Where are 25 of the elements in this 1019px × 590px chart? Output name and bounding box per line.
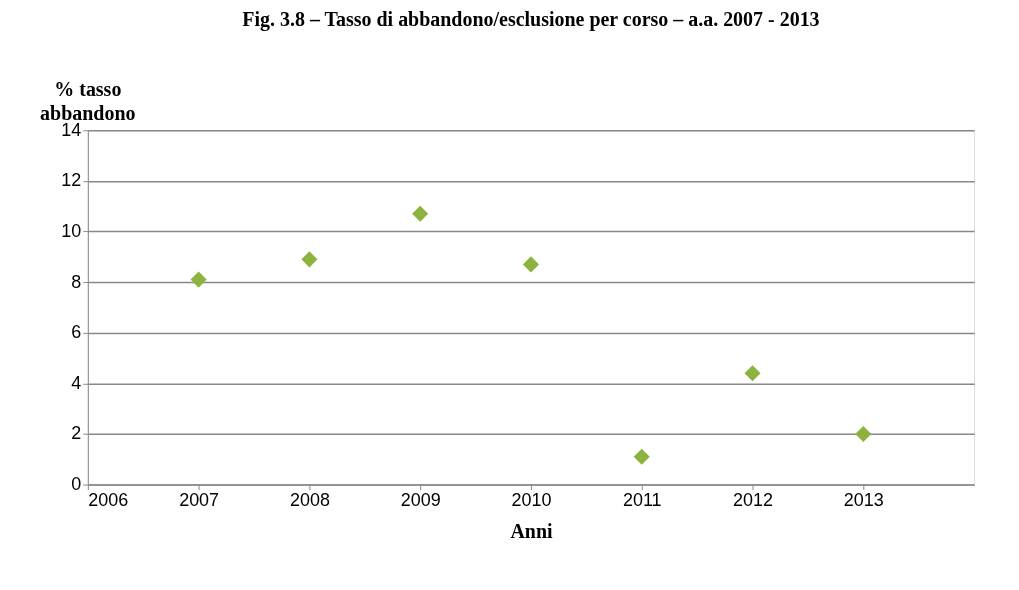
y-tick-label: 0 <box>71 474 82 495</box>
y-tick-label: 12 <box>61 170 82 191</box>
x-tick-label: 2010 <box>511 490 552 511</box>
y-tick-label: 10 <box>61 221 82 242</box>
y-tick-label: 8 <box>71 271 82 292</box>
x-tick-label: 2008 <box>289 490 330 511</box>
point <box>190 271 207 288</box>
y-tick-label: 14 <box>61 119 82 140</box>
y-tick-label: 4 <box>71 372 82 393</box>
y-tick-label: 6 <box>71 322 82 343</box>
point <box>633 448 650 465</box>
point <box>412 205 429 222</box>
x-axis-title: Anni <box>510 519 553 542</box>
point <box>522 256 539 273</box>
point <box>301 251 318 268</box>
x-tick-label: 2009 <box>400 490 441 511</box>
point <box>855 425 872 443</box>
x-tick-label: 2011 <box>622 490 662 511</box>
point <box>744 365 761 382</box>
y-tick-label: 2 <box>71 423 82 444</box>
chart-title: Fig. 3.8 – Tasso di abbandono/esclusione per corso – a.a. 2007 - 2013 <box>242 8 820 32</box>
x-tick-label: 2006 <box>88 490 129 511</box>
x-tick-label: 2007 <box>179 490 220 511</box>
x-tick-label: 2013 <box>843 490 884 511</box>
x-tick-label: 2012 <box>733 490 773 511</box>
